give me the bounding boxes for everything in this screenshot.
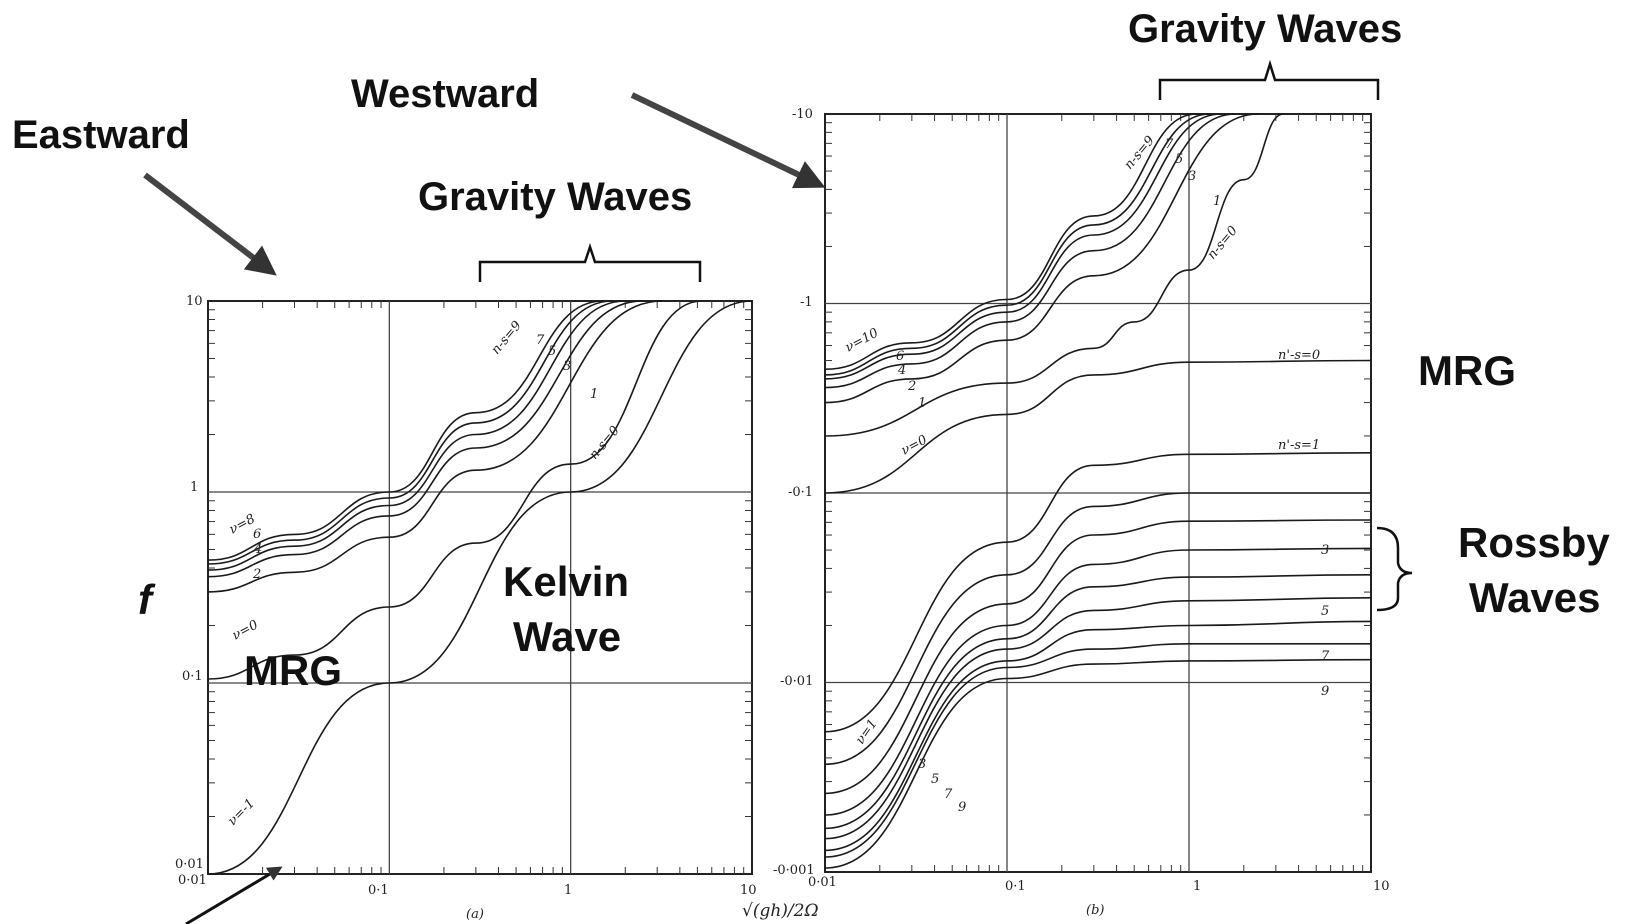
b-label-lo5: 5 <box>931 772 939 787</box>
b-ytick-m0.001: -0·001 <box>773 863 815 878</box>
a-ytick-1: 1 <box>190 480 198 495</box>
gravity-brace-b <box>1158 59 1380 100</box>
b-label-lo9: 9 <box>958 800 966 815</box>
a-ytick-0.01: 0·01 <box>175 857 204 872</box>
a-label-ns0: n-s=0 <box>587 423 623 462</box>
b-xtick-10: 10 <box>1373 879 1390 894</box>
panel-a: 10 1 0·1 0·01 0·01 0·1 1 10 (a) n-s=9 7 … <box>175 294 757 922</box>
a-label-2: 2 <box>252 567 261 582</box>
b-ytick-m1: -1 <box>800 295 813 310</box>
b-label-nps1: n'-s=1 <box>1278 438 1320 453</box>
dispersion-curve-5 <box>207 300 626 571</box>
panel-b-grid <box>825 114 1371 872</box>
eastward-arrow <box>143 172 277 276</box>
dispersion-curve-4 <box>824 547 1372 816</box>
mrg-a-label: MRG <box>244 647 342 694</box>
b-label-r5: 5 <box>1321 604 1329 619</box>
b-xtick-0.01: 0·01 <box>808 875 837 890</box>
b-label-7: 7 <box>1165 137 1174 152</box>
dispersion-curve-n-s-0-0 <box>824 359 1372 494</box>
b-label-1: 1 <box>918 396 926 411</box>
bottom-arrow <box>185 866 283 924</box>
panel-b: -10 -1 -0·1 -0·01 -0·001 0·01 0·1 1 10 (… <box>773 107 1390 918</box>
a-xtick-10: 10 <box>740 883 757 898</box>
f-axis-label: f <box>138 576 156 623</box>
b-label-r9: 9 <box>1321 684 1329 699</box>
b-label-r3: 3 <box>1321 543 1329 558</box>
mrg-b-label: MRG <box>1418 347 1516 394</box>
x-axis-label: √(gh)/2Ω <box>742 901 819 921</box>
dispersion-curve-1 <box>824 113 1259 404</box>
dispersion-curve-6 <box>824 597 1372 840</box>
dispersion-curve-3 <box>824 113 1236 389</box>
b-label-6: 6 <box>896 349 904 364</box>
westward-arrow <box>630 92 826 189</box>
b-label-2: 2 <box>907 379 916 394</box>
dispersion-curve-n-s-9 <box>824 113 1197 370</box>
b-label-3: 3 <box>1188 169 1196 184</box>
a-panel-label: (a) <box>466 907 484 922</box>
a-ytick-10: 10 <box>186 294 203 309</box>
dispersion-curve-9 <box>824 658 1372 869</box>
b-label-5: 5 <box>1175 152 1183 167</box>
a-label-5: 5 <box>548 344 556 359</box>
dispersion-curve-n-s-0 <box>824 113 1284 437</box>
b-ytick-m10: -10 <box>792 107 813 122</box>
dispersion-curve-n-s-9 <box>207 300 603 561</box>
a-label-vm1: ν=-1 <box>225 796 258 829</box>
b-label-nps0: n'-s=0 <box>1278 348 1320 363</box>
a-xtick-0.01: 0·01 <box>178 873 207 888</box>
b-label-4: 4 <box>897 363 906 378</box>
dispersion-curve-n-s-1-1 <box>824 452 1372 733</box>
a-label-ns9: n-s=9 <box>489 318 525 357</box>
b-panel-label: (b) <box>1086 903 1104 918</box>
a-label-4: 4 <box>253 542 262 557</box>
dispersion-curve-5 <box>824 574 1372 830</box>
b-ytick-m0.01: -0·01 <box>780 674 813 689</box>
a-label-3: 3 <box>563 359 571 374</box>
a-xtick-1: 1 <box>564 883 572 898</box>
b-label-v1: ν=1 <box>853 717 881 748</box>
dispersion-curve-3 <box>824 519 1372 795</box>
b-xtick-0.1: 0·1 <box>1005 879 1026 894</box>
dispersion-curve-7 <box>824 620 1372 852</box>
gravity-waves-b-label: Gravity Waves <box>1128 7 1402 51</box>
dispersion-curve-3 <box>207 300 643 578</box>
rossby-brace <box>1376 526 1413 612</box>
eastward-label: Eastward <box>12 113 190 157</box>
panel-a-curves <box>207 300 753 875</box>
dispersion-curve-7 <box>207 300 613 565</box>
a-ytick-0.1: 0·1 <box>182 669 203 684</box>
b-label-1: 1 <box>1213 194 1221 209</box>
dispersion-curve--1 <box>207 300 753 875</box>
gravity-waves-a-label: Gravity Waves <box>418 175 692 219</box>
westward-label: Westward <box>351 72 539 116</box>
dispersion-curve-1 <box>207 300 663 593</box>
a-label-6: 6 <box>253 527 261 542</box>
b-label-lo3: 3 <box>918 757 926 772</box>
gravity-brace-a <box>478 243 702 282</box>
b-ytick-m0.1: -0·1 <box>788 485 813 500</box>
a-label-7: 7 <box>536 333 545 348</box>
dispersion-curve-2 <box>824 492 1371 766</box>
a-label-1: 1 <box>590 387 598 402</box>
dispersion-curve-8 <box>824 642 1371 858</box>
rossby-label-2: Waves <box>1469 574 1601 621</box>
panel-a-frame <box>207 300 753 875</box>
panel-b-curves <box>824 113 1372 869</box>
b-label-r7: 7 <box>1321 649 1330 664</box>
panel-a-grid <box>208 301 752 874</box>
a-label-v0: ν=0 <box>230 618 261 644</box>
b-xtick-1: 1 <box>1193 879 1201 894</box>
b-label-lo7: 7 <box>944 787 953 802</box>
rossby-label-1: Rossby <box>1458 519 1610 566</box>
kelvin-label-1: Kelvin <box>503 558 629 605</box>
a-xtick-0.1: 0·1 <box>368 883 389 898</box>
dispersion-curve--0-n-s-0 <box>207 300 703 680</box>
dispersion-curve-7 <box>824 113 1210 376</box>
kelvin-label-2: Wave <box>513 613 621 660</box>
dispersion-curve-5 <box>824 113 1222 380</box>
